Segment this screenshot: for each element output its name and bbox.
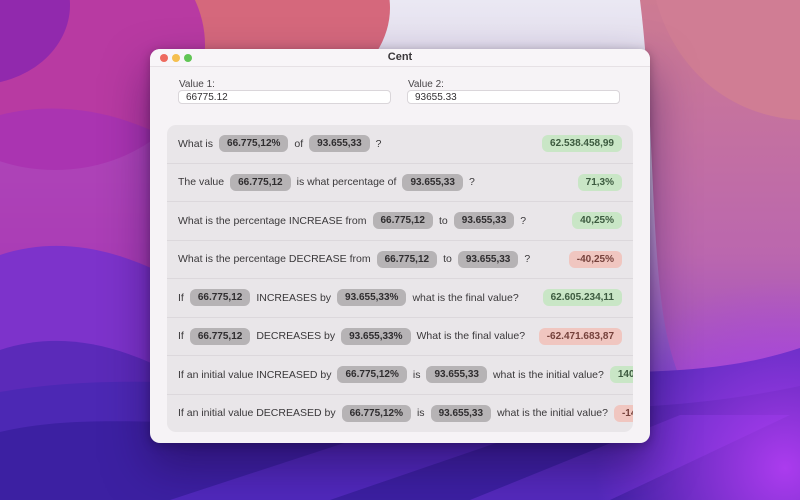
result-pill: -62.471.683,87 <box>538 327 622 345</box>
result-pill: -40,25% <box>568 250 622 268</box>
question-text: what is the initial value? <box>497 407 608 420</box>
window-title: Cent <box>387 51 413 63</box>
question-text: to <box>439 214 448 227</box>
question-text: ? <box>375 137 382 150</box>
value2-input[interactable] <box>407 90 620 104</box>
question-text: INCREASES by <box>256 291 332 304</box>
question-text: What is the final value? <box>416 330 526 343</box>
value2-label: Value 2: <box>408 79 444 90</box>
value-pill: 66.775,12 <box>376 250 438 268</box>
value1-label: Value 1: <box>179 79 215 90</box>
calc-row: If 66.775,12 INCREASES by 93.655,33% what is… <box>167 278 633 317</box>
question-text: is <box>416 407 425 420</box>
question-text: of <box>294 137 304 150</box>
question-text: ? <box>520 214 527 227</box>
minimize-button[interactable] <box>172 54 180 62</box>
value-pill: 66.775,12 <box>189 327 251 345</box>
question-text: what is the initial value? <box>492 368 604 381</box>
value-pill: 93.655,33 <box>430 404 492 422</box>
question-text: to <box>443 253 452 266</box>
question-text: DECREASES by <box>256 330 336 343</box>
titlebar[interactable]: Cent <box>150 49 650 67</box>
question-text: The value <box>178 176 225 189</box>
question-text: ? <box>468 176 475 189</box>
calc-row: The value 66.775,12 is what percentage of 9… <box>167 162 633 202</box>
value-pill: 66.775,12 <box>189 289 251 307</box>
zoom-button[interactable] <box>184 54 192 62</box>
result-pill: 62.538.458,99 <box>542 135 622 153</box>
window-controls <box>160 54 192 62</box>
question-text: What is the percentage INCREASE from <box>178 214 367 227</box>
result-pill: 140,05 <box>609 366 633 384</box>
question-text: ? <box>524 253 531 266</box>
question-text: If <box>178 291 184 304</box>
value-pill: 66.775,12% <box>337 366 407 384</box>
calc-row: What is the percentage INCREASE from 66.7… <box>167 201 633 240</box>
result-pill: 40,25% <box>572 212 622 230</box>
value-pill: 66.775,12% <box>341 404 411 422</box>
calculations-panel: What is 66.775,12% of 93.655,33? 62.538.458,… <box>167 125 633 432</box>
calc-row: If an initial value INCREASED by 66.775,1… <box>167 355 633 394</box>
question-text: What is the percentage DECREASE from <box>178 253 371 266</box>
question-text: is what percentage of <box>296 176 397 189</box>
result-pill: 62.605.234,11 <box>542 289 622 307</box>
question-text: If an initial value DECREASED by <box>178 407 336 420</box>
calc-row: If an initial value DECREASED by 66.775,1… <box>167 393 633 433</box>
value-pill: 66.775,12 <box>230 173 291 191</box>
question-text: is <box>412 368 421 381</box>
calc-row: If 66.775,12 DECREASES by 93.655,33% What is… <box>167 316 633 356</box>
value-pill: 93.655,33% <box>337 289 407 307</box>
app-window: Cent Value 1: Value 2: What is 66.775,12%… <box>150 49 650 443</box>
question-text: What is <box>178 137 214 150</box>
value-pill: 66.775,12 <box>372 212 433 230</box>
value-pill: 93.655,33 <box>426 366 487 384</box>
question-text: If <box>178 330 184 343</box>
question-text: what is the final value? <box>412 291 519 304</box>
value-pill: 93.655,33% <box>341 327 411 345</box>
value-pill: 93.655,33 <box>402 173 463 191</box>
value-pill: 93.655,33 <box>453 212 515 230</box>
value-pill: 93.655,33 <box>457 250 519 268</box>
calc-row: What is the percentage DECREASE from 66.7… <box>167 239 633 279</box>
value1-input[interactable] <box>178 90 391 104</box>
result-pill: -140,47 <box>613 404 633 422</box>
close-button[interactable] <box>160 54 168 62</box>
question-text: If an initial value INCREASED by <box>178 368 332 381</box>
value-pill: 93.655,33 <box>309 135 370 153</box>
value-pill: 66.775,12% <box>219 135 289 153</box>
calc-row: What is 66.775,12% of 93.655,33? 62.538.458,… <box>167 125 633 163</box>
result-pill: 71,3% <box>577 173 622 191</box>
